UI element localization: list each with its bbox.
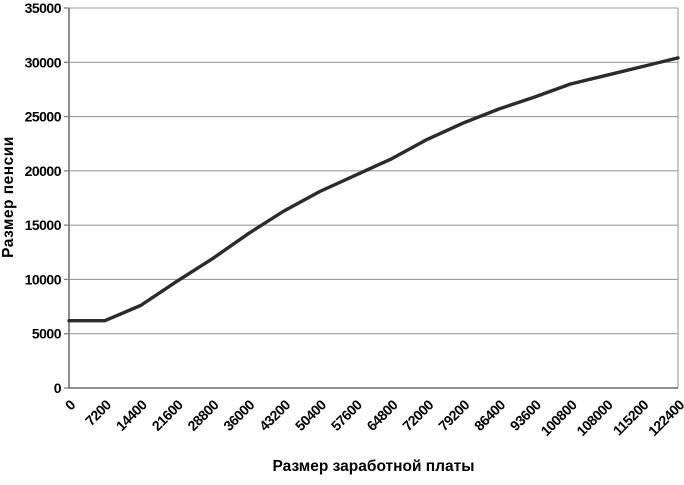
y-tick-label: 15000 [25, 217, 62, 233]
x-tick-label: 64800 [363, 396, 401, 434]
x-tick-label: 50400 [292, 396, 330, 434]
axes [64, 7, 678, 389]
y-tick-label: 20000 [25, 163, 62, 179]
x-tick-label: 43200 [256, 396, 294, 434]
x-tick-label: 28800 [184, 396, 222, 434]
y-tick-label: 0 [54, 380, 62, 396]
data-series [67, 56, 680, 323]
x-tick-label: 21600 [149, 396, 187, 434]
x-tick-label: 36000 [220, 396, 258, 434]
y-tick-labels: 0 5000 10000 15000 20000 25000 30000 35000 [25, 0, 63, 396]
x-tick-label: 14400 [113, 396, 151, 434]
x-tick-label: 79200 [435, 396, 473, 434]
gridlines [69, 7, 679, 388]
x-tick-label: 115200 [610, 396, 652, 438]
y-tick-label: 5000 [32, 326, 62, 342]
x-tick-label: 0 [62, 396, 79, 413]
x-tick-label: 108000 [573, 396, 616, 439]
x-tick-labels: 0 720014400216002880036000432005040057600… [62, 396, 684, 439]
y-axis-title: Размер пенсии [0, 136, 17, 258]
x-tick-label: 100800 [537, 396, 580, 439]
y-tick-label: 35000 [25, 0, 62, 16]
x-tick-label: 57600 [328, 396, 366, 434]
x-tick-label: 7200 [82, 396, 114, 428]
x-axis-title: Размер заработной платы [272, 458, 475, 475]
x-tick-label: 72000 [399, 396, 437, 434]
x-tick-label: 122400 [645, 396, 684, 439]
data-line [67, 56, 680, 323]
y-tick-label: 30000 [25, 54, 62, 70]
y-tick-label: 10000 [25, 271, 62, 287]
x-tick-label: 86400 [471, 396, 509, 434]
y-tick-label: 25000 [25, 109, 62, 125]
